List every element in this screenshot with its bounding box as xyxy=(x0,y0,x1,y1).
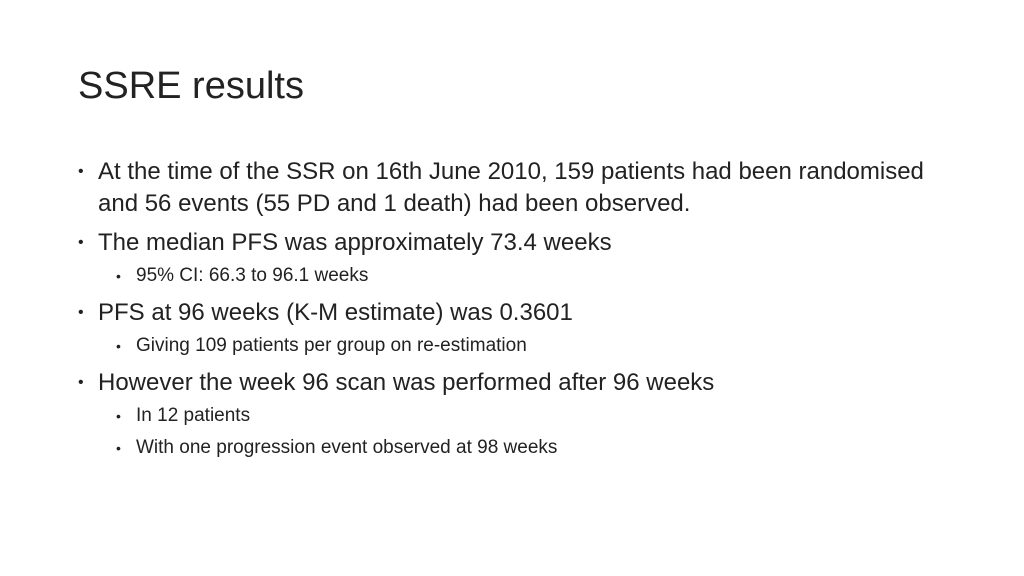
bullet-dot-icon: • xyxy=(116,268,121,284)
sub-bullet-item: • Giving 109 patients per group on re-es… xyxy=(78,333,958,359)
sub-bullet-item: • 95% CI: 66.3 to 96.1 weeks xyxy=(78,263,958,289)
sub-bullet-text: 95% CI: 66.3 to 96.1 weeks xyxy=(136,265,369,286)
slide-title: SSRE results xyxy=(78,65,304,107)
bullet-text: However the week 96 scan was performed a… xyxy=(98,369,715,396)
bullet-dot-icon: • xyxy=(78,163,84,180)
bullet-dot-icon: • xyxy=(78,374,84,391)
bullet-dot-icon: • xyxy=(78,234,84,251)
sub-bullet-item: • With one progression event observed at… xyxy=(78,435,958,461)
bullet-item: • However the week 96 scan was performed… xyxy=(78,367,958,399)
bullet-text: The median PFS was approximately 73.4 we… xyxy=(98,229,612,256)
bullet-item: • The median PFS was approximately 73.4 … xyxy=(78,227,958,259)
sub-bullet-text: With one progression event observed at 9… xyxy=(136,437,558,458)
bullet-dot-icon: • xyxy=(116,338,121,354)
bullet-dot-icon: • xyxy=(116,440,121,456)
sub-bullet-text: In 12 patients xyxy=(136,405,251,426)
bullet-dot-icon: • xyxy=(78,304,84,321)
bullet-item: • At the time of the SSR on 16th June 20… xyxy=(78,156,958,220)
bullet-list: • At the time of the SSR on 16th June 20… xyxy=(78,156,958,461)
bullet-text: At the time of the SSR on 16th June 2010… xyxy=(98,158,924,217)
sub-bullet-item: • In 12 patients xyxy=(78,403,958,429)
bullet-dot-icon: • xyxy=(116,408,121,424)
bullet-item: • PFS at 96 weeks (K-M estimate) was 0.3… xyxy=(78,297,958,329)
sub-bullet-text: Giving 109 patients per group on re-esti… xyxy=(136,335,527,356)
bullet-text: PFS at 96 weeks (K-M estimate) was 0.360… xyxy=(98,299,573,326)
